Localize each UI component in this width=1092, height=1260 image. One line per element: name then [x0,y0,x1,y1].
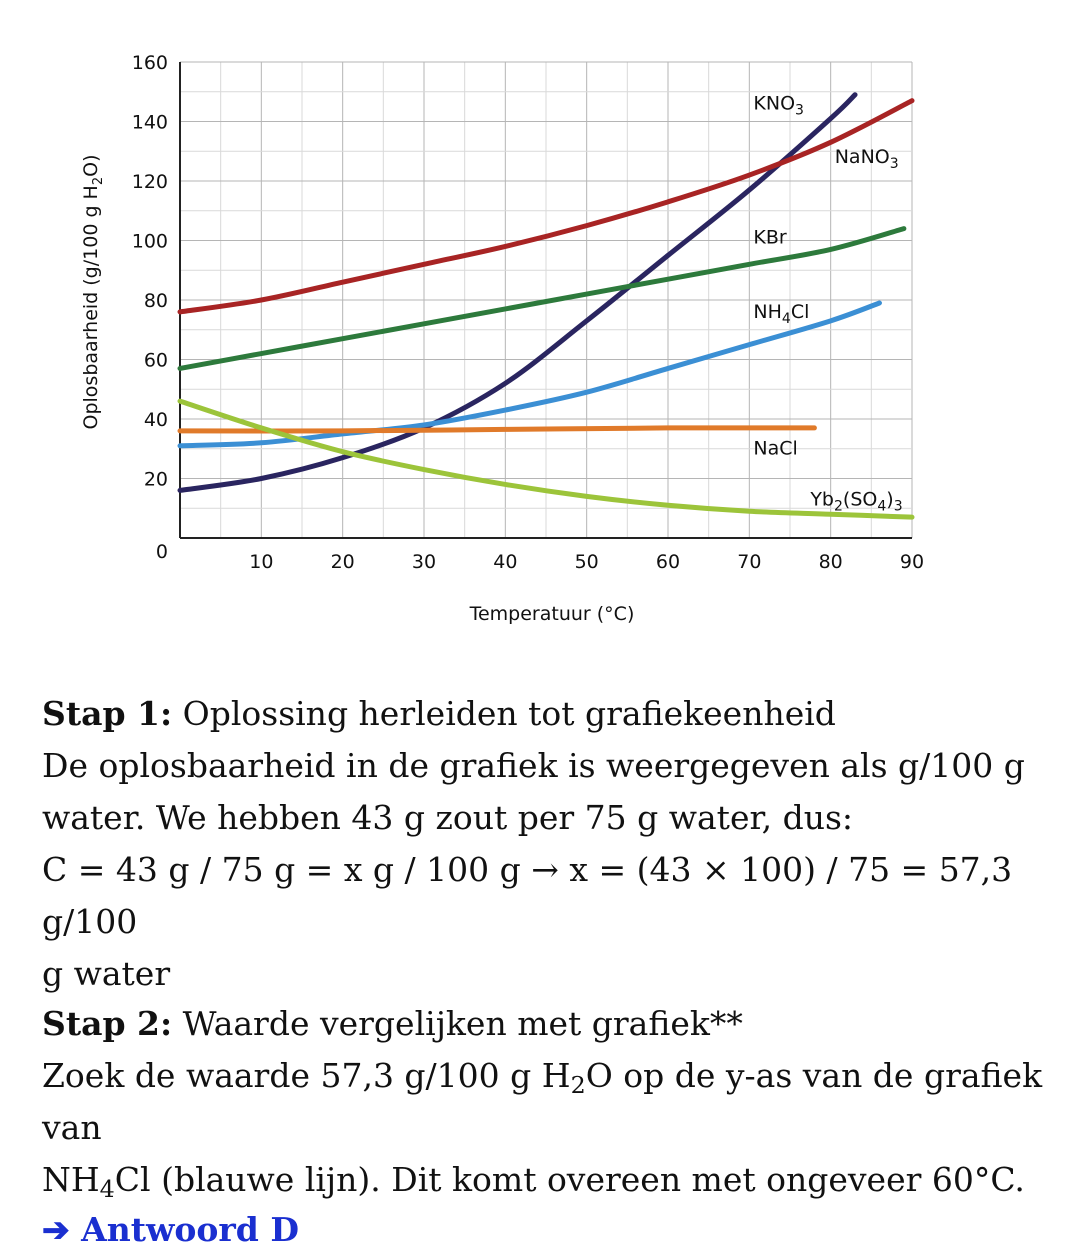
step-2-line-1a: Zoek de waarde 57,3 g/100 g H [42,1056,571,1095]
x-tick-label: 10 [249,551,273,573]
x-tick-label: 30 [412,551,436,573]
y-tick-label: 100 [132,231,168,253]
series-line-nh4cl [177,300,882,449]
step-2-title: Waarde vergelijken met grafiek** [172,1004,743,1043]
step-1-heading: Stap 1: [42,694,173,733]
origin-tick-label: 0 [156,541,168,563]
x-tick-label: 50 [575,551,599,573]
chart-tick-labels: 10 20 30 40 50 60 70 80 90 20 40 60 80 100 120 140 160 0 [132,52,924,573]
step-1-line-4: g water [42,954,171,993]
step-2-line-2-sub: 4 [99,1174,115,1203]
series-label-yb2-so4-3: Yb2(SO4)3 [809,488,902,514]
x-axis-label: Temperatuur (°C) [469,603,635,625]
series-label-nh4cl: NH4Cl [753,301,809,327]
step-1-line-2: water. We hebben 43 g zout per 75 g wate… [42,798,854,837]
step-2-line-1-sub: 2 [570,1070,586,1099]
solubility-chart: 10 20 30 40 50 60 70 80 90204060801001201401600 … [80,52,924,625]
step-1-line-1: De oplosbaarheid in de grafiek is weerge… [42,746,1025,785]
series-label-nano3: NaNO3 [835,146,899,172]
x-tick-label: 20 [331,551,355,573]
y-tick-label: 40 [144,409,168,431]
step-2-line-2a: NH [42,1160,100,1199]
chart-series-labels: KNO3 NaNO3 KBr NH4Cl NaCl Yb2(SO4)3 [753,93,902,515]
series-line-kbr [177,226,907,371]
y-tick-label: 120 [132,171,168,193]
y-tick-label: 160 [132,52,168,74]
y-tick-label: 140 [132,112,168,134]
y-tick-label: 20 [144,469,168,491]
series-label-kbr: KBr [753,226,786,248]
series-line-nacl [177,425,817,434]
series-line-yb2-so4-3 [177,398,915,520]
x-tick-label: 70 [737,551,761,573]
chart-grid [179,61,913,539]
answer-line: ➔ Antwoord D [42,1210,299,1249]
x-tick-label: 80 [819,551,843,573]
step-2-block: Stap 2: Waarde vergelijken met grafiek**… [42,998,1082,1206]
step-1-line-3: C = 43 g / 75 g = x g / 100 g → x = (43 … [42,850,1013,941]
step-2-line-2b: Cl (blauwe lijn). Dit komt overeen met o… [114,1160,1025,1199]
y-tick-label: 80 [144,290,168,312]
series-label-kno3: KNO3 [753,93,804,119]
series-label-nacl: NaCl [753,438,797,460]
x-tick-label: 60 [656,551,680,573]
chart-curves [177,92,915,520]
step-1-title: Oplossing herleiden tot grafiekeenheid [172,694,836,733]
x-tick-label: 90 [900,551,924,573]
y-axis-label: Oplosbaarheid (g/100 g H2O) [80,155,106,430]
y-tick-label: 60 [144,350,168,372]
step-2-heading: Stap 2: [42,1004,173,1043]
step-2-line-1b: O op de y-as van de grafiek van [42,1056,1043,1147]
series-line-nano3 [177,98,915,315]
step-1-block: Stap 1: Oplossing herleiden tot grafieke… [42,688,1082,1000]
x-tick-label: 40 [493,551,517,573]
